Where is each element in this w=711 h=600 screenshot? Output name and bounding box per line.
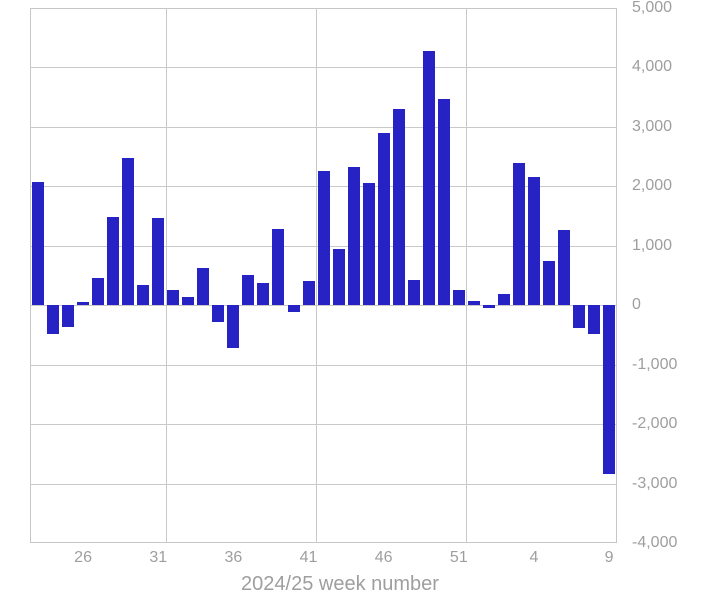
y-tick-label: 4,000 xyxy=(632,58,673,76)
y-tick-label: -4,000 xyxy=(632,534,678,551)
bar-week-48 xyxy=(407,280,420,306)
bar-week-40 xyxy=(287,305,300,313)
gridline-v xyxy=(165,8,167,543)
gridline-h xyxy=(29,424,617,426)
x-tick-label: 4 xyxy=(529,549,539,566)
bar-week-47 xyxy=(392,109,405,306)
bar-week-3 xyxy=(512,162,525,306)
x-tick-label: 51 xyxy=(449,549,468,566)
bar-week-24 xyxy=(47,305,60,334)
bar-week-35 xyxy=(212,305,225,323)
plot-area xyxy=(29,8,617,543)
bar-week-42 xyxy=(317,171,330,306)
gridline-h xyxy=(29,305,617,307)
bar-week-8 xyxy=(588,305,601,335)
bar-week-1 xyxy=(482,305,495,309)
x-tick-label: 46 xyxy=(374,549,393,566)
bar-week-29 xyxy=(122,158,135,306)
bar-week-9 xyxy=(603,305,616,475)
bar-week-23 xyxy=(32,182,44,306)
x-tick-label: 31 xyxy=(149,549,168,566)
bar-week-34 xyxy=(197,267,210,306)
bar-week-28 xyxy=(107,217,120,306)
bar-week-50 xyxy=(437,98,450,306)
bar-week-45 xyxy=(362,183,375,306)
x-tick-label: 41 xyxy=(299,549,318,566)
bar-week-32 xyxy=(167,289,180,306)
gridline-v xyxy=(466,8,468,543)
bar-week-27 xyxy=(92,277,105,306)
bar-week-37 xyxy=(242,274,255,306)
bar-week-46 xyxy=(377,133,390,306)
bar-week-43 xyxy=(332,248,345,306)
gridline-v xyxy=(316,8,318,543)
y-tick-label: -2,000 xyxy=(632,415,678,433)
bar-week-44 xyxy=(347,166,360,306)
bar-week-26 xyxy=(77,301,90,306)
x-axis-title: 2024/25 week number xyxy=(241,573,439,595)
bar-week-6 xyxy=(558,230,571,306)
bar-week-33 xyxy=(182,297,195,306)
gridline-h xyxy=(29,126,617,128)
y-tick-label: -1,000 xyxy=(632,355,678,373)
bar-week-4 xyxy=(527,177,540,306)
bar-week-30 xyxy=(137,285,150,306)
y-tick-label: 5,000 xyxy=(632,0,673,16)
y-tick-label: 3,000 xyxy=(632,117,673,135)
y-tick-label: 1,000 xyxy=(632,236,673,254)
x-tick-label: 36 xyxy=(224,549,243,566)
bar-week-31 xyxy=(152,217,165,306)
bar-week-25 xyxy=(62,305,75,328)
x-tick-label: 9 xyxy=(604,549,614,566)
gridline-h xyxy=(29,483,617,485)
bar-week-5 xyxy=(543,260,556,306)
x-tick-label: 26 xyxy=(74,549,92,566)
bar-week-49 xyxy=(422,51,435,306)
bar-week-39 xyxy=(272,229,285,306)
y-tick-label: 2,000 xyxy=(632,177,673,195)
bar-week-41 xyxy=(302,280,315,306)
bar-week-36 xyxy=(227,305,240,349)
bar-week-52 xyxy=(467,301,480,306)
bar-week-7 xyxy=(573,305,586,329)
bar-week-2 xyxy=(497,293,510,306)
y-tick-label: 0 xyxy=(632,296,641,314)
gridline-h xyxy=(29,364,617,366)
gridline-h xyxy=(29,67,617,69)
bar-week-38 xyxy=(257,282,270,306)
y-tick-label: -3,000 xyxy=(632,474,678,492)
bar-week-51 xyxy=(452,289,465,306)
